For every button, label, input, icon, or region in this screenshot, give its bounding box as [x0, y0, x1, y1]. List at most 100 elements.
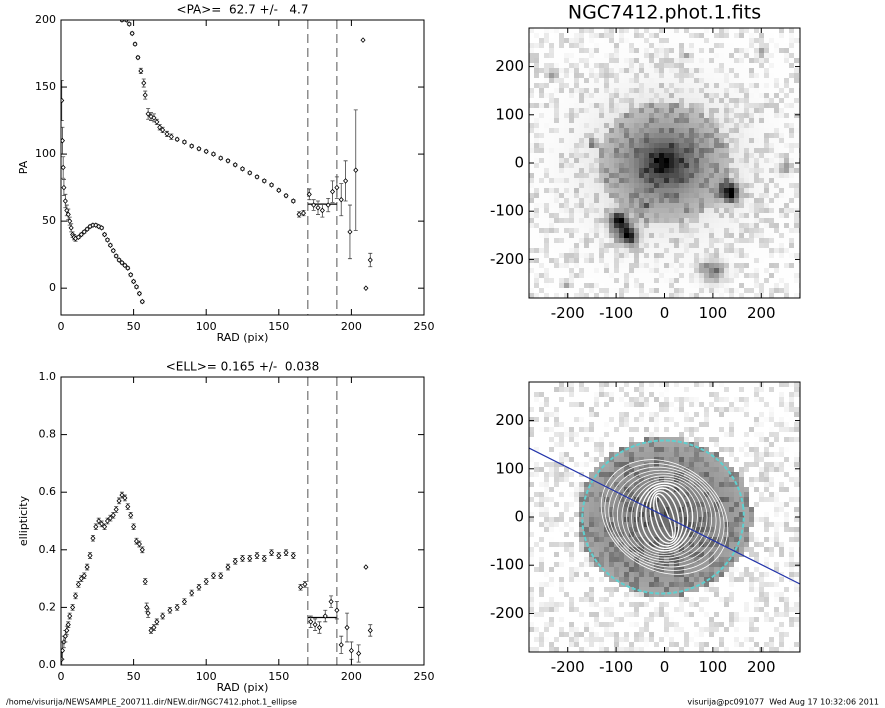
image-pixel [779, 83, 784, 88]
image-pixel [554, 452, 559, 457]
image-pixel [554, 482, 559, 487]
image-pixel [684, 238, 689, 243]
image-pixel [529, 163, 534, 168]
image-pixel [544, 143, 549, 148]
image-pixel [679, 98, 684, 103]
image-pixel [699, 198, 704, 203]
image-pixel [644, 218, 649, 223]
image-pixel [754, 158, 759, 163]
image-pixel [549, 462, 554, 467]
image-pixel [584, 517, 589, 522]
image-pixel [569, 392, 574, 397]
image-pixel [609, 138, 614, 143]
image-pixel [549, 397, 554, 402]
image-pixel [669, 213, 674, 218]
image-pixel [604, 138, 609, 143]
image-pixel [694, 238, 699, 243]
image-pixel [589, 263, 594, 268]
image-pixel [774, 208, 779, 213]
data-point [348, 647, 354, 654]
image-pixel [739, 402, 744, 407]
image-pixel [534, 223, 539, 228]
image-pixel [729, 502, 734, 507]
image-pixel [694, 138, 699, 143]
image-pixel [774, 467, 779, 472]
image-pixel [569, 138, 574, 143]
image-pixel [754, 512, 759, 517]
image-pixel [564, 447, 569, 452]
image-pixel [694, 243, 699, 248]
image-pixel [579, 223, 584, 228]
image-pixel [739, 467, 744, 472]
image-pixel [619, 387, 624, 392]
image-pixel [754, 28, 759, 33]
image-pixel [739, 392, 744, 397]
image-pixel [734, 223, 739, 228]
data-point [315, 204, 321, 211]
data-point [84, 564, 90, 570]
image-pixel [734, 83, 739, 88]
image-pixel [704, 188, 709, 193]
image-pixel [754, 273, 759, 278]
image-pixel [694, 397, 699, 402]
image-pixel [749, 28, 754, 33]
image-pixel [594, 467, 599, 472]
image-pixel [739, 278, 744, 283]
image-pixel [589, 213, 594, 218]
image-pixel [539, 462, 544, 467]
image-pixel [544, 223, 549, 228]
image-pixel [769, 178, 774, 183]
image-pixel [789, 28, 794, 33]
image-pixel [729, 133, 734, 138]
image-pixel [669, 143, 674, 148]
image-pixel [779, 502, 784, 507]
image-pixel [754, 517, 759, 522]
image-pixel [629, 168, 634, 173]
image-pixel [609, 263, 614, 268]
image-pixel [609, 412, 614, 417]
image-pixel [664, 168, 669, 173]
image-pixel [569, 73, 574, 78]
image-pixel [529, 178, 534, 183]
image-pixel [599, 153, 604, 158]
image-pixel [759, 452, 764, 457]
image-pixel [629, 153, 634, 158]
image-pixel [749, 238, 754, 243]
image-pixel [534, 38, 539, 43]
image-pixel [689, 223, 694, 228]
image-pixel [739, 228, 744, 233]
image-pixel [669, 173, 674, 178]
image-pixel [604, 208, 609, 213]
image-pixel [699, 382, 704, 387]
image-pixel [639, 218, 644, 223]
image-pixel [694, 288, 699, 293]
data-point [126, 21, 132, 27]
image-pixel [709, 213, 714, 218]
image-pixel [719, 203, 724, 208]
image-pixel [789, 63, 794, 68]
image-pixel [619, 253, 624, 258]
image-pixel [719, 397, 724, 402]
image-pixel [539, 163, 544, 168]
image-pixel [574, 283, 579, 288]
image-pixel [664, 203, 669, 208]
image-pixel [714, 228, 719, 233]
image-pixel [744, 492, 749, 497]
image-pixel [664, 83, 669, 88]
image-pixel [714, 28, 719, 33]
image-pixel [589, 422, 594, 427]
x-tick-label: 100 [699, 304, 728, 322]
image-pixel [679, 153, 684, 158]
image-pixel [789, 233, 794, 238]
image-pixel [714, 173, 719, 178]
image-pixel [669, 253, 674, 258]
image-pixel [619, 268, 624, 273]
image-pixel [644, 273, 649, 278]
image-pixel [639, 183, 644, 188]
image-pixel [644, 487, 649, 492]
image-pixel [714, 392, 719, 397]
image-pixel [534, 273, 539, 278]
image-pixel [609, 173, 614, 178]
image-pixel [624, 482, 629, 487]
image-pixel [579, 188, 584, 193]
